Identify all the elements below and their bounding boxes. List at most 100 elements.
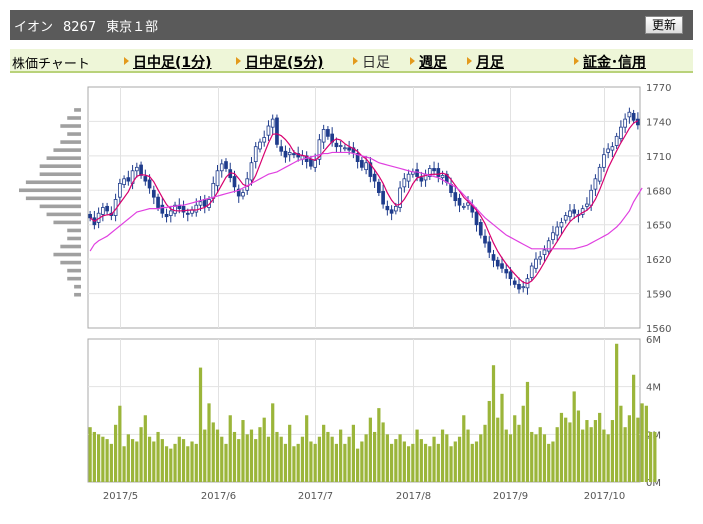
volume-bar [491,365,496,482]
volume-bar [398,434,402,482]
volume-bar [198,367,203,482]
candle-body [461,205,466,208]
volume-bar [564,417,568,482]
candle-body [614,135,619,146]
volume-bar [309,441,313,482]
candle-body [427,168,432,177]
volume-profile-bar [39,172,81,177]
volume-bar [322,424,326,482]
candle-body [105,205,109,212]
volume-bar [156,431,160,482]
candle-body [419,177,424,182]
candle-body [156,196,160,208]
volume-bar [610,420,615,482]
volume-bar [283,443,288,482]
volume-bar [381,422,385,482]
volume-bar [602,429,606,482]
volume-bar [190,441,194,482]
volume-bar [92,431,96,482]
volume-profile-bar [67,228,81,233]
candle-body [338,145,343,147]
volume-bar [334,443,339,482]
volume-profile-bar [67,132,81,136]
volume-profile-bar [67,276,81,281]
volume-bar [538,427,542,482]
volume-bars [88,343,657,482]
volume-bar [241,420,245,482]
candle-body [160,204,165,214]
candle-body [381,191,385,205]
candle-body [236,188,241,197]
volume-bar [462,415,466,482]
candle-body [194,204,199,213]
volume-bar [288,424,292,482]
candle-body [215,170,220,187]
y-tick-label: 1680 [646,186,671,197]
volume-bar [479,434,483,482]
candle-body [334,142,339,148]
candle-body [126,177,131,182]
candle-body [453,192,458,202]
candle-body [474,211,479,226]
volume-bar [88,427,92,482]
volume-bar [504,429,508,482]
stock-name: イオン [14,20,54,35]
volume-bar [351,424,355,482]
stock-title: イオン 8267 東京１部 [14,16,158,35]
volume-bar [339,429,343,482]
volume-profile-bar [60,244,81,249]
volume-bar [534,434,538,482]
candle-body [593,178,598,190]
candle-body [597,166,602,182]
candle-body [347,147,351,151]
y-tick-label: 1770 [646,83,671,94]
candle-body [326,129,330,137]
refresh-button[interactable]: 更新 [644,16,683,34]
nav-monthly[interactable]: 月足 [467,52,504,72]
x-tick-label: 2017/9 [493,491,528,502]
volume-bar [305,415,309,482]
arrow-right-icon [574,57,579,65]
nav-margin[interactable]: 証金･信用 [574,52,646,72]
volume-bar [258,427,262,482]
volume-bar [152,441,156,482]
candle-body [211,182,216,199]
nav-intraday-1min[interactable]: 日中足(1分) [124,52,212,72]
volume-bar [360,441,364,482]
candle-body [602,154,606,168]
volume-bar [177,436,181,482]
volume-bar [466,429,470,482]
candle-body [538,256,543,260]
candle-body [406,173,411,182]
volume-bar [186,446,190,482]
volume-profile-bar [46,156,81,160]
volume-bar [589,427,593,482]
candle-body [266,125,271,136]
candle-body [402,178,407,188]
volume-profile-bar [60,260,81,265]
volume-bar [474,441,479,482]
nav-intraday-5min[interactable]: 日中足(5分) [236,52,324,72]
volume-bar [164,446,169,482]
nav-weekly[interactable]: 週足 [410,52,447,72]
volume-bar [542,434,547,482]
candle-body [253,146,258,162]
candle-body [164,213,169,218]
volume-bar [627,415,631,482]
candle-body [287,152,292,156]
volume-bar [487,400,491,482]
candle-body [610,146,615,151]
candle-body [313,160,318,168]
x-tick-label: 2017/6 [201,491,236,502]
candle-body [491,254,496,261]
volume-bar [436,443,440,482]
candle-body [559,222,564,228]
volume-profile-bar [53,220,81,225]
volume-profile-bar [53,148,81,152]
volume-bar [266,436,271,482]
volume-bar [368,417,372,482]
volume-bar [105,439,109,482]
candle-body [377,181,381,193]
candle-body [368,162,373,177]
candle-body [508,271,513,280]
